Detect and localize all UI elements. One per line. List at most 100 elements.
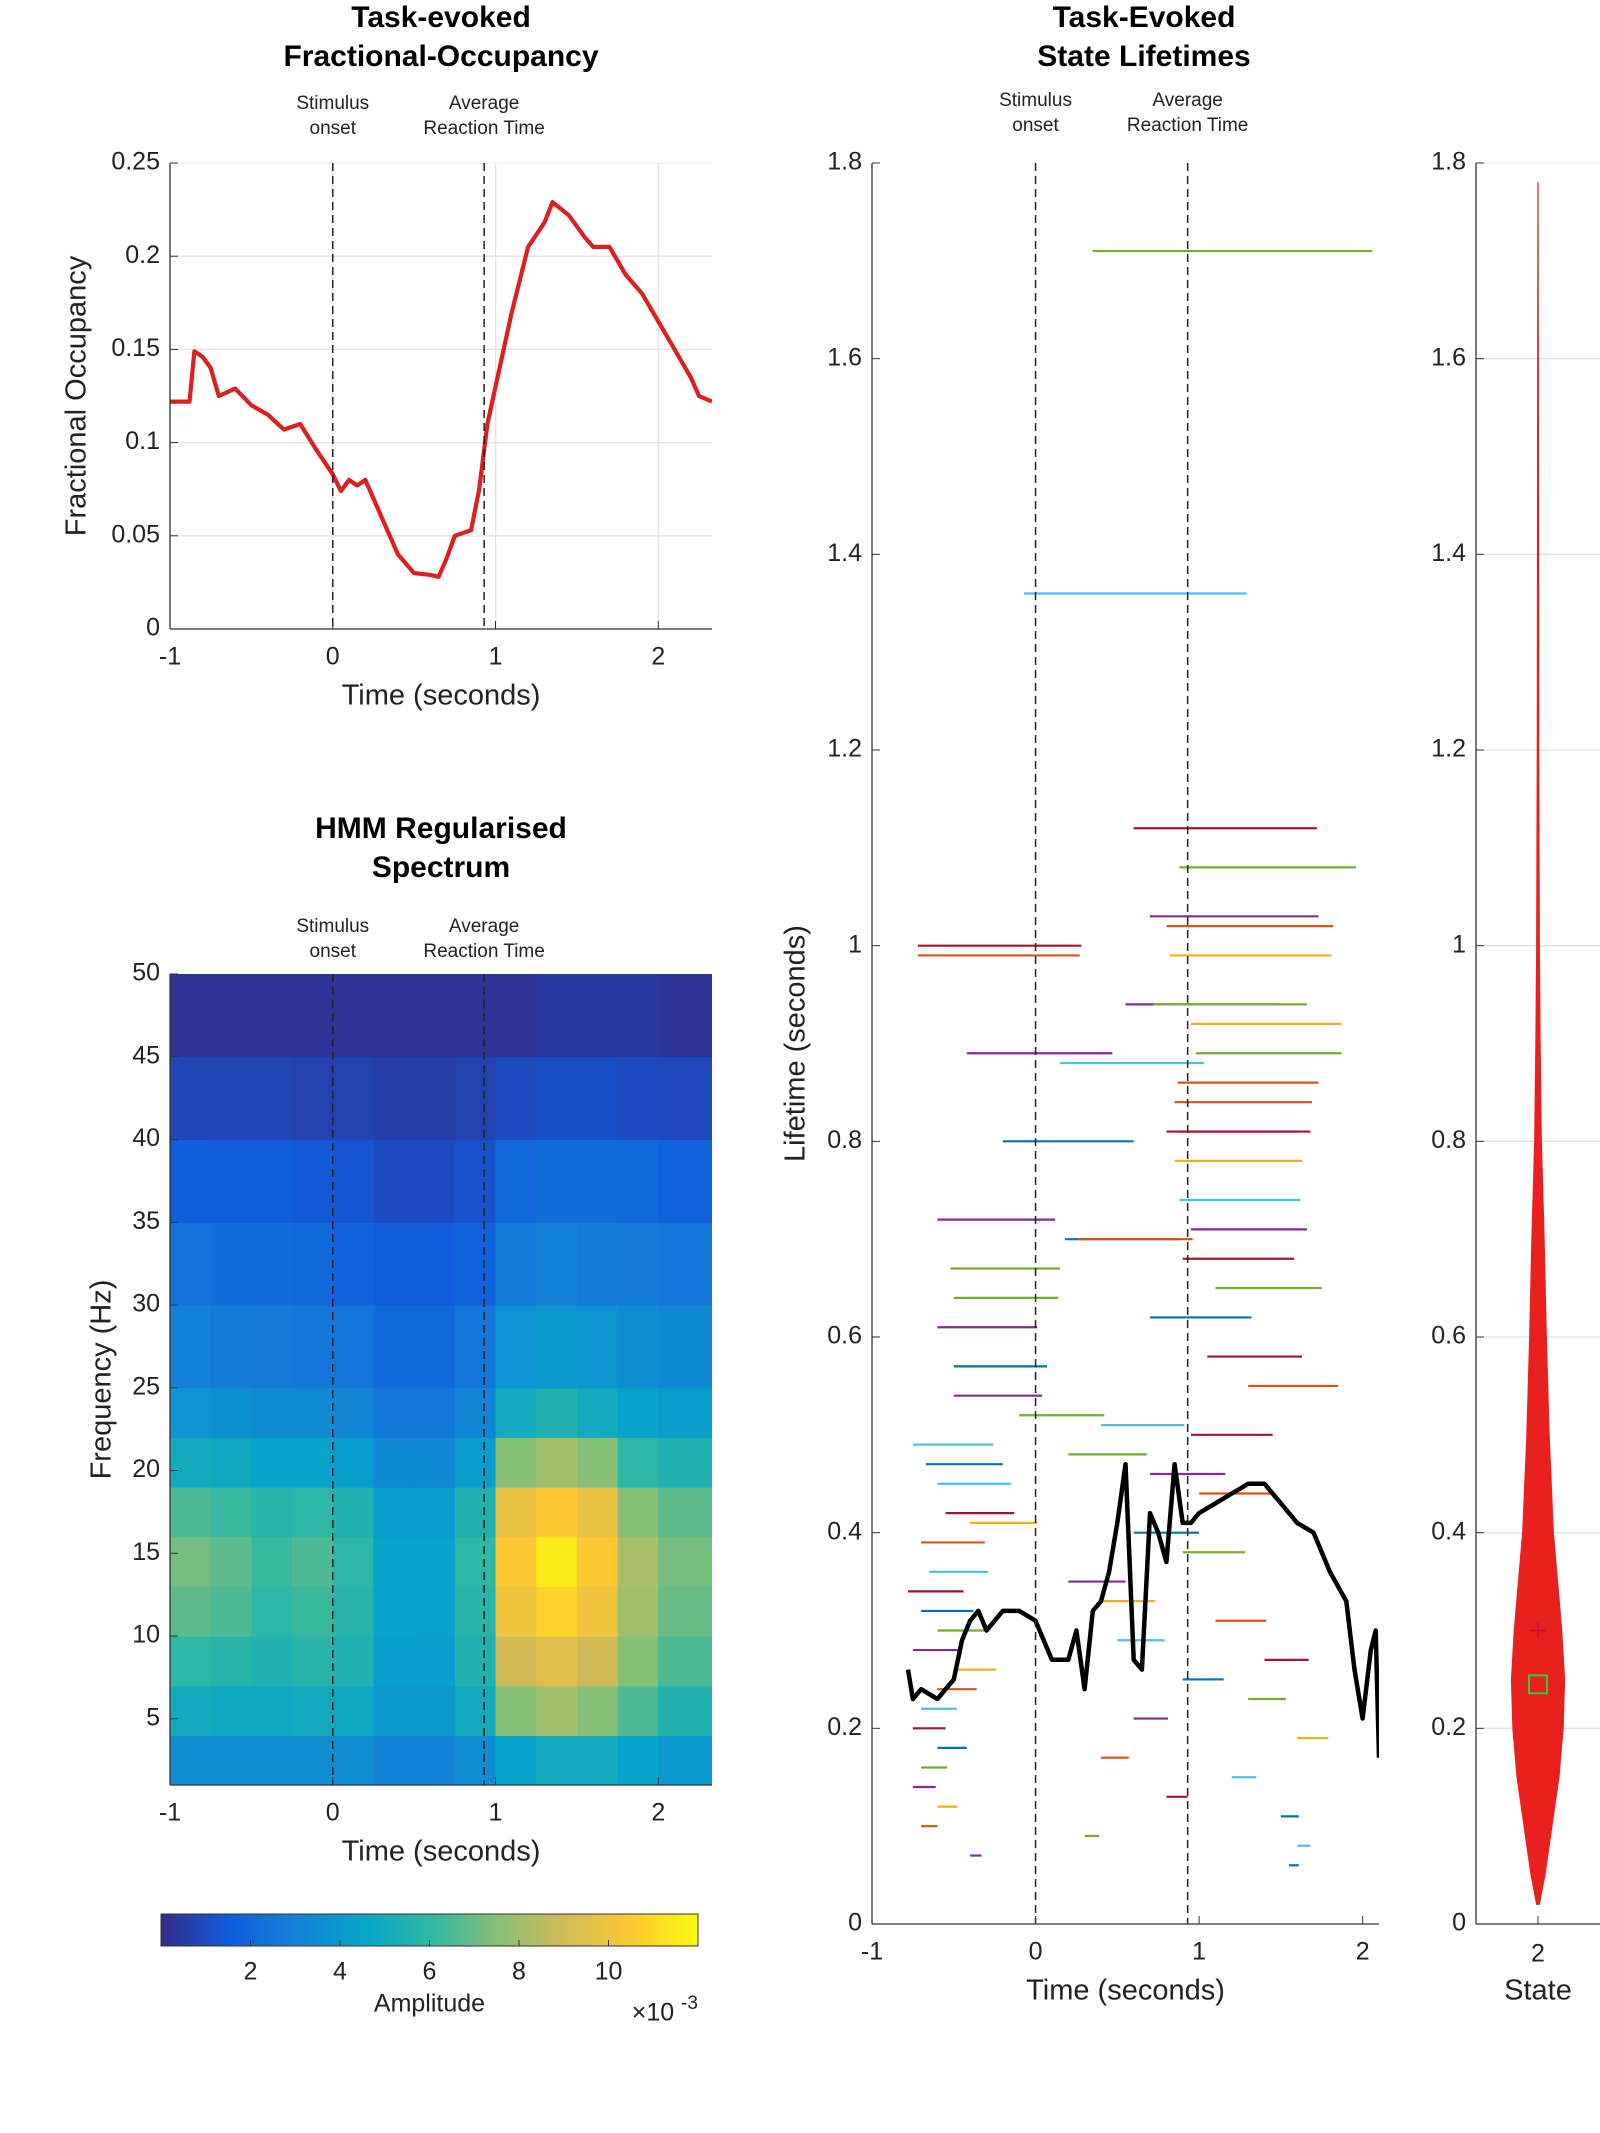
annotation-label: Stimulus <box>296 916 369 937</box>
colorbar-tick-label: 2 <box>244 1958 258 1986</box>
y-tick-label: 0.05 <box>111 520 160 548</box>
heat-cell <box>170 1056 212 1141</box>
heat-cell <box>170 1222 212 1306</box>
heat-cell <box>170 1636 212 1687</box>
heat-cell <box>332 1636 375 1687</box>
heat-cell <box>576 1139 619 1223</box>
heat-cell <box>292 1305 334 1389</box>
heat-cell <box>210 1536 252 1587</box>
heat-cell <box>170 1586 212 1637</box>
heat-cell <box>373 1056 415 1141</box>
heat-cell <box>454 1437 497 1488</box>
heat-cell <box>495 1056 537 1141</box>
heat-cell <box>495 1536 537 1587</box>
y-tick-label: 5 <box>146 1703 160 1731</box>
heat-cell <box>292 1222 334 1306</box>
heat-cell <box>332 1586 375 1637</box>
y-tick-label: 1.2 <box>827 735 862 763</box>
heat-cell <box>576 1735 619 1785</box>
annotation-label: onset <box>1012 115 1059 136</box>
y-tick-label: 0.8 <box>1431 1126 1466 1154</box>
heat-cell <box>373 1735 415 1785</box>
heat-cell <box>454 1586 497 1637</box>
heat-cell <box>617 974 659 1058</box>
x-tick-label: -1 <box>159 643 181 671</box>
heat-cell <box>292 1437 334 1488</box>
y-tick-label: 0 <box>1452 1909 1466 1937</box>
x-tick-label: 0 <box>326 1799 340 1827</box>
panel <box>871 162 1379 1925</box>
y-tick-label: 50 <box>132 959 160 987</box>
colorbar-tick-label: 10 <box>595 1958 623 1986</box>
heat-cell <box>536 1387 578 1439</box>
heat-cell <box>292 1139 334 1223</box>
heat-cell <box>454 1139 497 1223</box>
heat-cell <box>658 1685 712 1736</box>
heat-cell <box>658 1056 712 1141</box>
colorbar-tick-label: 6 <box>423 1958 437 1986</box>
y-tick-label: 0.2 <box>827 1713 862 1741</box>
heat-cell <box>210 1387 252 1439</box>
heat-cell <box>576 1387 619 1439</box>
y-tick-label: 0.4 <box>1431 1517 1466 1545</box>
mean-lifetime-line <box>905 1461 1379 1758</box>
heat-cell <box>292 1536 334 1587</box>
heat-cell <box>454 1685 497 1736</box>
heat-cell <box>414 1056 456 1141</box>
heat-cell <box>576 1536 619 1587</box>
heat-cell <box>658 1139 712 1223</box>
heat-cell <box>292 1487 334 1538</box>
chart-title: Spectrum <box>372 851 510 884</box>
heat-cell <box>170 1735 212 1785</box>
colorbar-exponent: -3 <box>681 1993 698 2014</box>
heat-cell <box>170 1685 212 1736</box>
heat-cell <box>495 1487 537 1538</box>
heat-cell <box>414 1636 456 1687</box>
heat-cell <box>617 1536 659 1587</box>
y-tick-label: 45 <box>132 1041 160 1069</box>
colorbar-multiplier: ×10 <box>632 1999 674 2027</box>
heat-cell <box>251 974 293 1058</box>
heat-cell <box>210 1437 252 1488</box>
annotation-label: onset <box>310 118 357 139</box>
heat-cell <box>576 1685 619 1736</box>
heat-cell <box>617 1222 659 1306</box>
heat-cell <box>454 1735 497 1785</box>
annotation-label: Stimulus <box>296 93 369 114</box>
heat-cell <box>170 1437 212 1488</box>
y-tick-label: 0 <box>146 614 160 642</box>
heat-cell <box>292 1586 334 1637</box>
heat-cell <box>658 1586 712 1637</box>
heat-cell <box>414 1586 456 1637</box>
heat-cell <box>251 1735 293 1785</box>
heat-cell <box>454 1487 497 1538</box>
heat-cell <box>617 1056 659 1141</box>
heat-cell <box>373 1222 415 1306</box>
heat-cell <box>495 1636 537 1687</box>
heat-cell <box>251 1222 293 1306</box>
plot-area <box>170 163 712 629</box>
x-tick-label: 2 <box>651 643 665 671</box>
y-tick-label: 1.4 <box>827 539 862 567</box>
panel <box>169 162 712 630</box>
heat-cell <box>251 1387 293 1439</box>
y-tick-label: 1.6 <box>827 343 862 371</box>
annotation-label: Average <box>1152 90 1222 111</box>
heat-cell <box>170 974 212 1058</box>
heat-cell <box>576 974 619 1058</box>
heat-cell <box>454 1536 497 1587</box>
x-tick-label: 2 <box>1356 1938 1370 1966</box>
y-tick-label: 1.2 <box>1431 735 1466 763</box>
x-axis-label: Time (seconds) <box>342 680 541 712</box>
y-tick-label: 1 <box>1452 930 1466 958</box>
heat-cell <box>617 1305 659 1389</box>
panel <box>169 973 712 1786</box>
heat-cell <box>576 1487 619 1538</box>
heat-cell <box>495 1222 537 1306</box>
heat-cell <box>536 1139 578 1223</box>
annotation-label: Stimulus <box>999 90 1072 111</box>
y-tick-label: 0.1 <box>125 427 160 455</box>
heat-cell <box>373 1305 415 1389</box>
heat-cell <box>332 1487 375 1538</box>
annotation-label: Average <box>449 93 519 114</box>
